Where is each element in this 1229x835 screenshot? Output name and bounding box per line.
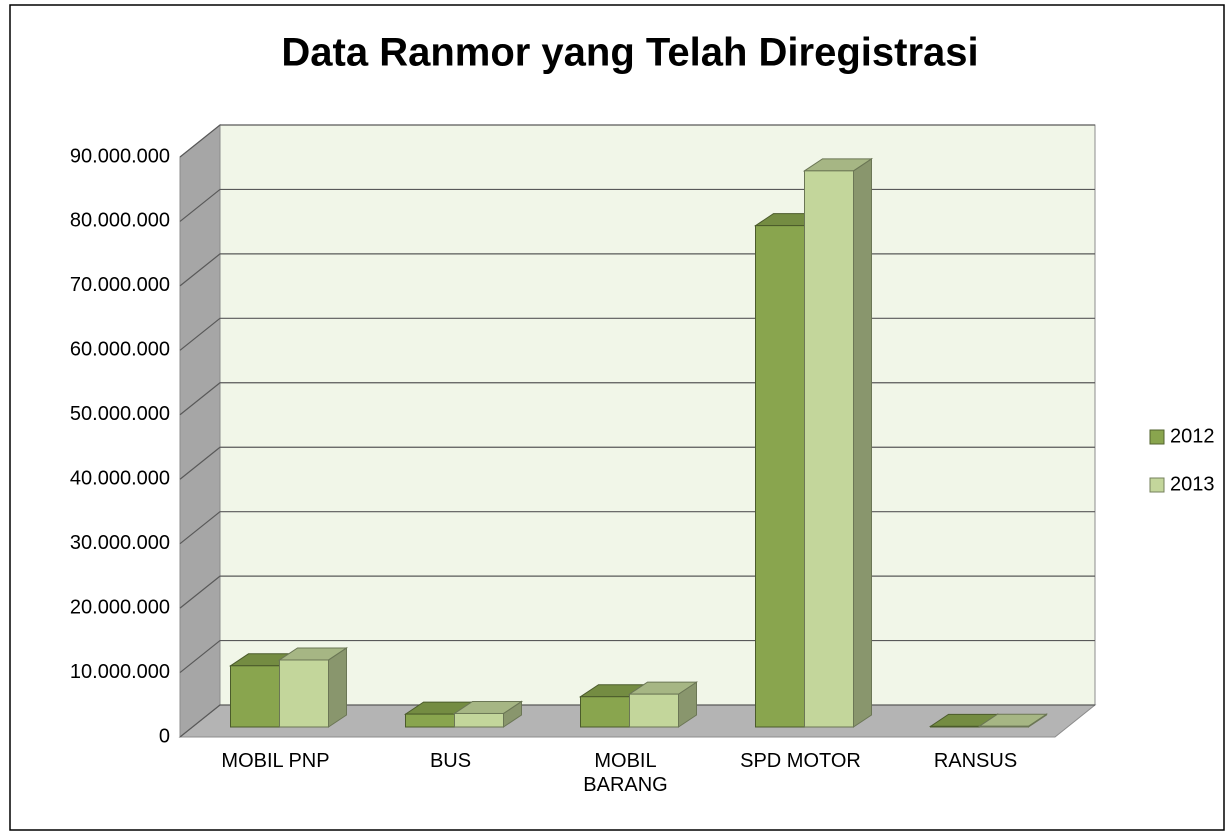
bar-front: [629, 693, 679, 728]
grid-line: [179, 124, 1095, 158]
y-tick-label: 90.000.000: [70, 145, 170, 167]
x-tick-label: SPD MOTOR: [740, 750, 861, 772]
bar-front: [230, 665, 280, 728]
x-tick-label: BUS: [429, 750, 472, 772]
bar: [627, 681, 699, 728]
y-tick-label: 50.000.000: [70, 403, 170, 425]
bar: [977, 713, 1049, 728]
bar: [802, 157, 874, 728]
bar-side: [853, 157, 872, 728]
legend-swatch: [1149, 477, 1165, 493]
legend-label: 2013: [1170, 473, 1215, 495]
bar-front: [804, 170, 854, 728]
bar: [277, 647, 349, 728]
bar-front: [454, 712, 504, 728]
bar-front: [405, 713, 455, 728]
y-tick-label: 80.000.000: [70, 210, 170, 232]
x-tick-label: MOBIL BARANG: [583, 750, 668, 796]
bar-front: [755, 225, 805, 728]
chart-title: Data Ranmor yang Telah Diregistrasi: [281, 31, 978, 75]
y-tick-label: 70.000.000: [70, 274, 170, 296]
legend-label: 2012: [1170, 425, 1215, 447]
bar-front: [979, 725, 1029, 728]
bar-front: [930, 725, 980, 728]
x-tick-label: RANSUS: [933, 750, 1018, 772]
y-tick-label: 0: [159, 725, 170, 747]
back-wall: [219, 124, 1096, 706]
y-tick-label: 20.000.000: [70, 596, 170, 618]
x-tick-label: MOBIL PNP: [221, 750, 330, 772]
bar-front: [580, 696, 630, 728]
y-tick-label: 10.000.000: [70, 661, 170, 683]
bar-front: [279, 659, 329, 728]
y-tick-label: 60.000.000: [70, 339, 170, 361]
bar: [452, 700, 524, 728]
grid-line: [179, 188, 1095, 222]
legend-swatch: [1149, 429, 1165, 445]
bar-side: [328, 647, 347, 728]
y-tick-label: 30.000.000: [70, 532, 170, 554]
y-tick-label: 40.000.000: [70, 468, 170, 490]
